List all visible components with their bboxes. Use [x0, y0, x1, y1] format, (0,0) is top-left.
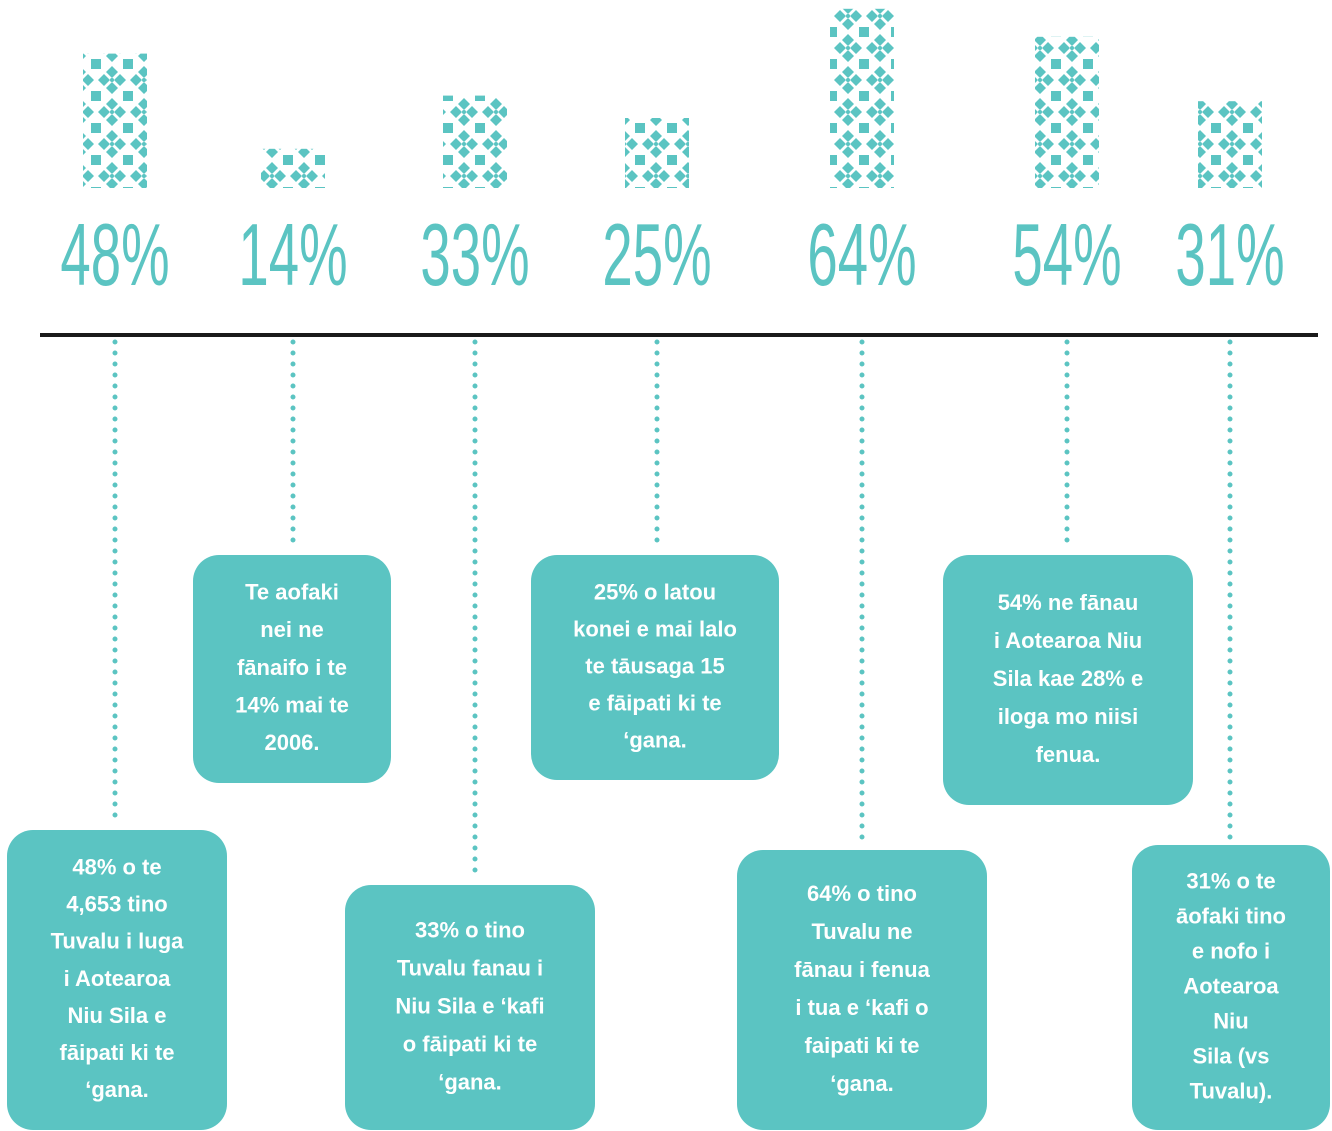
annotation-text: ‘gana. [623, 727, 687, 752]
annotation-text: te tāusaga 15 [585, 653, 724, 678]
value-label-group: 25% [602, 206, 711, 305]
annotation-text: Aotearoa [1183, 973, 1279, 998]
infographic: 48% 48% o te 4,653 tino Tuvalu i luga i Aote… [0, 0, 1332, 1131]
value-label-group: 14% [238, 206, 347, 305]
annotation-text: Tuvalu i luga [51, 929, 185, 954]
annotation-text: o fāipati ki te [403, 1031, 537, 1056]
annotation-text: 14% mai te [235, 692, 349, 717]
annotation-text: ‘gana. [85, 1077, 149, 1102]
value-label: 33% [420, 206, 529, 305]
annotation-text: 31% o te [1186, 868, 1275, 893]
annotation-text: Niu Sila e [67, 1003, 166, 1028]
annotation-text: āofaki tino [1176, 903, 1286, 928]
annotation-text: ‘gana. [438, 1069, 502, 1094]
value-label: 64% [807, 206, 916, 305]
pictogram-column [261, 149, 325, 188]
annotation-text: i tua e ‘kafi o [795, 995, 928, 1020]
annotation-text: fānaifo i te [237, 655, 347, 680]
annotation-text: nei ne [260, 617, 324, 642]
annotation-text: konei e mai lalo [573, 616, 737, 641]
annotation-text: Te aofaki [245, 580, 339, 605]
value-label: 25% [602, 206, 711, 305]
annotation-text: Tuvalu ne [811, 919, 912, 944]
annotation-text: Tuvalu fanau i [397, 955, 543, 980]
pictogram-column [1035, 37, 1099, 188]
annotation-text: 33% o tino [415, 917, 525, 942]
annotation-text: 64% o tino [807, 881, 917, 906]
value-label-group: 54% [1012, 206, 1121, 305]
value-label: 54% [1012, 206, 1121, 305]
annotation-text: 25% o latou [594, 579, 716, 604]
pictogram-column [830, 9, 894, 188]
annotation-text: Niu [1213, 1008, 1248, 1033]
annotation-text: Sila kae 28% e [993, 666, 1143, 691]
value-label-group: 64% [807, 206, 916, 305]
annotation-text: fānau i fenua [794, 957, 930, 982]
annotation-text: Sila (vs [1192, 1043, 1269, 1068]
annotation-text: e nofo i [1192, 938, 1270, 963]
annotation-text: i Aotearoa [64, 966, 172, 991]
annotation-text: iloga mo niisi [998, 704, 1139, 729]
value-label-group: 48% [60, 206, 169, 305]
pictogram-column [625, 118, 689, 188]
annotation-text: Tuvalu). [1190, 1078, 1273, 1103]
pictogram-column [1198, 101, 1262, 188]
annotation-text: faipati ki te [805, 1033, 920, 1058]
value-label: 14% [238, 206, 347, 305]
annotation-text: ‘gana. [830, 1071, 894, 1096]
value-label-group: 31% [1175, 206, 1284, 305]
value-label-group: 33% [420, 206, 529, 305]
annotation-text: 4,653 tino [66, 892, 167, 917]
value-label: 48% [60, 206, 169, 305]
annotation-text: i Aotearoa Niu [994, 628, 1142, 653]
annotation-text: 48% o te [72, 854, 161, 879]
annotation-text: fāipati ki te [60, 1040, 175, 1065]
annotation-text: fenua. [1036, 742, 1101, 767]
annotation-text: e fāipati ki te [588, 690, 721, 715]
annotation-text: Niu Sila e ‘kafi [395, 993, 544, 1018]
annotation-text: 54% ne fānau [998, 590, 1139, 615]
annotation-text: 2006. [264, 730, 319, 755]
pictogram-column [83, 54, 147, 188]
value-label: 31% [1175, 206, 1284, 305]
pictogram-column [443, 96, 507, 188]
